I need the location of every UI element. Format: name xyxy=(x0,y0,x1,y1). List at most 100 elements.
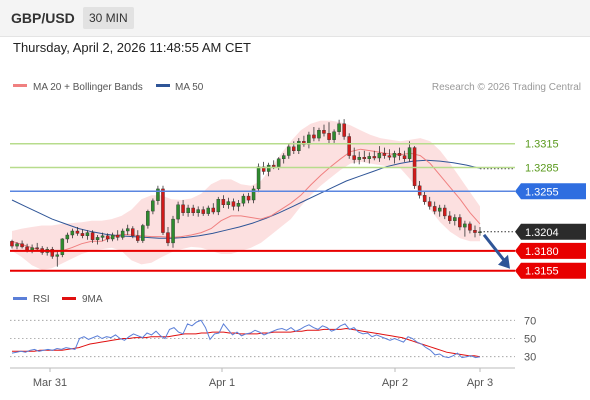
candle xyxy=(236,202,241,207)
candle xyxy=(85,232,90,237)
candle xyxy=(201,209,205,214)
candle xyxy=(453,217,457,221)
candle xyxy=(337,123,341,132)
candle xyxy=(302,141,306,145)
candle xyxy=(211,207,215,213)
candle xyxy=(458,217,462,228)
candle xyxy=(30,247,34,251)
candle xyxy=(362,156,367,159)
candle xyxy=(468,223,472,231)
candle xyxy=(176,204,180,220)
candle xyxy=(206,207,210,214)
candle xyxy=(90,232,95,240)
support-level-tag xyxy=(515,262,586,279)
candle xyxy=(352,155,356,160)
candle xyxy=(226,201,231,206)
candle xyxy=(221,198,226,205)
candle xyxy=(292,146,296,152)
candle xyxy=(171,218,175,244)
candle xyxy=(65,234,70,240)
candle xyxy=(332,131,336,140)
ma50-legend-swatch xyxy=(156,84,170,87)
candle xyxy=(151,200,155,212)
candle xyxy=(427,201,432,207)
ma9-legend-swatch xyxy=(62,297,76,300)
support-level-label: 1.3180 xyxy=(525,246,559,258)
candle xyxy=(347,136,351,156)
candle xyxy=(407,147,412,159)
candle xyxy=(60,238,65,255)
candle xyxy=(110,234,115,240)
x-tick-label: Apr 2 xyxy=(382,377,408,389)
candle xyxy=(75,230,80,234)
candle xyxy=(241,195,246,204)
candle xyxy=(120,230,125,238)
header-bar: GBP/USD 30 MIN xyxy=(0,0,590,37)
candle xyxy=(322,129,326,134)
candle xyxy=(463,223,467,228)
last-price-label: 1.3204 xyxy=(525,227,559,239)
resistance-level-label: 1.3285 xyxy=(525,163,559,175)
timeframe-badge[interactable]: 30 MIN xyxy=(83,7,134,29)
forecast-arrow-shaft xyxy=(482,233,508,264)
candle xyxy=(125,228,130,232)
candle xyxy=(251,188,256,201)
candle xyxy=(473,229,477,233)
candle xyxy=(55,254,60,257)
candle xyxy=(412,147,417,186)
candle xyxy=(130,228,135,236)
pivot-level-label: 1.3255 xyxy=(525,186,559,198)
candle xyxy=(432,206,437,212)
candle xyxy=(282,155,286,160)
candle xyxy=(422,195,427,202)
candle xyxy=(448,215,452,221)
symbol-label: GBP/USD xyxy=(11,10,75,26)
candle xyxy=(287,146,291,156)
rsi-line xyxy=(11,319,481,359)
candle xyxy=(382,152,387,156)
candle xyxy=(105,235,110,240)
candle xyxy=(166,232,170,244)
candle xyxy=(256,166,261,190)
candle xyxy=(141,225,145,241)
forecast-arrow-head xyxy=(498,254,510,269)
candle xyxy=(95,237,100,240)
candle xyxy=(135,235,140,241)
candle xyxy=(443,207,447,217)
rsi-tick-label: 50 xyxy=(524,334,536,346)
candle xyxy=(276,158,281,167)
ma20-legend-label: MA 20 + Bollinger Bands xyxy=(33,82,143,93)
candle xyxy=(50,249,55,257)
rsi-tick-label: 70 xyxy=(524,315,536,327)
candle xyxy=(271,164,276,167)
candle xyxy=(317,129,321,139)
candle xyxy=(146,210,150,226)
rsi-legend-swatch xyxy=(13,297,27,300)
candle xyxy=(216,198,221,213)
candle xyxy=(387,155,392,158)
support-level-label: 1.3155 xyxy=(525,266,559,278)
candle xyxy=(297,141,301,152)
ma9-legend-label: 9MA xyxy=(82,294,103,305)
x-tick-label: Apr 3 xyxy=(467,377,493,389)
candle xyxy=(261,166,266,172)
candle xyxy=(161,188,165,233)
x-tick-label: Apr 1 xyxy=(209,377,235,389)
pivot-level-tag xyxy=(515,183,586,200)
candle xyxy=(266,164,271,172)
candle xyxy=(191,207,195,214)
x-tick-label: Mar 31 xyxy=(33,377,67,389)
candle xyxy=(20,243,24,248)
candle xyxy=(196,209,200,214)
ma50-line xyxy=(11,159,481,239)
candle xyxy=(372,156,377,159)
candle xyxy=(15,243,19,247)
candle xyxy=(246,195,251,201)
last-price-tag xyxy=(515,223,586,240)
candle xyxy=(156,188,160,201)
ma20-legend-swatch xyxy=(13,84,27,87)
timestamp: Thursday, April 2, 2026 11:48:55 AM CET xyxy=(13,40,251,55)
candle xyxy=(100,235,105,238)
candle xyxy=(402,155,407,160)
